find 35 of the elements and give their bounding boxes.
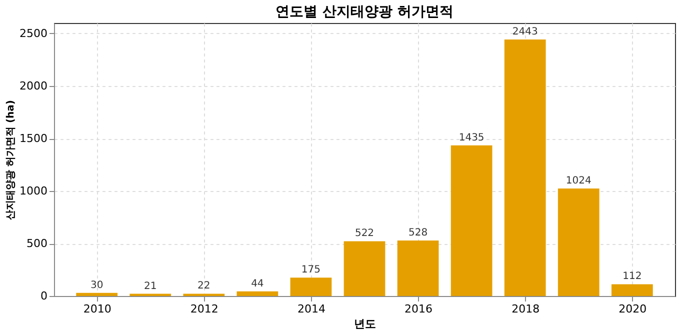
data-label: 21 (144, 280, 157, 292)
chart-title: 연도별 산지태양광 허가면적 (276, 4, 454, 20)
bar (290, 278, 332, 296)
y-axis-title: 산지태양광 허가면적 (ha) (6, 100, 17, 220)
data-label: 22 (198, 280, 210, 292)
x-tick-label: 2014 (297, 302, 326, 316)
x-tick-label: 2010 (83, 302, 112, 316)
bar (76, 292, 118, 296)
data-label: 1435 (458, 132, 484, 144)
bar (344, 241, 386, 296)
data-label: 522 (354, 228, 374, 240)
data-label: 30 (90, 280, 104, 291)
x-axis-title: 년도 (354, 318, 376, 330)
y-tick-label: 2500 (20, 27, 48, 40)
x-tick-label: 2012 (190, 302, 218, 316)
y-tick-label: 1000 (20, 184, 48, 198)
data-label: 112 (622, 271, 642, 282)
y-tick-label: 0 (40, 290, 48, 302)
bar (236, 291, 278, 296)
x-tick-label: 2018 (512, 302, 540, 316)
x-tick-label: 2020 (618, 302, 647, 316)
y-tick-label: 500 (26, 237, 48, 250)
data-label: 528 (408, 228, 428, 239)
x-tick-label: 2016 (404, 302, 433, 316)
data-label: 44 (251, 278, 264, 290)
bar (504, 39, 546, 296)
bar (397, 240, 439, 296)
data-label: 2443 (512, 26, 538, 38)
data-label: 175 (301, 264, 321, 276)
bar (611, 284, 653, 296)
y-tick-label: 2000 (20, 80, 48, 92)
data-label: 1024 (566, 175, 592, 186)
bar (450, 145, 492, 296)
y-tick-label: 1500 (20, 132, 48, 145)
bar (558, 188, 600, 296)
